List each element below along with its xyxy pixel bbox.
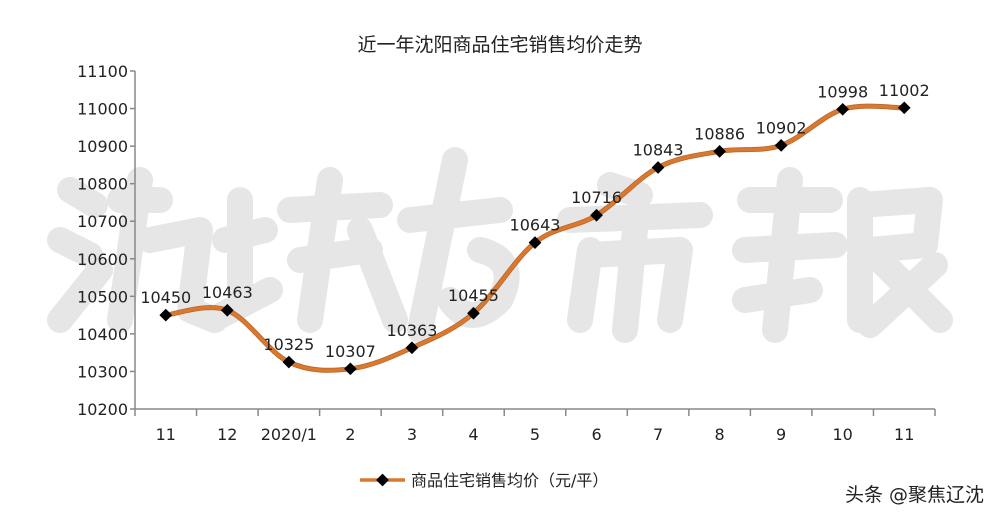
x-tick-label: 3 [407,425,417,444]
y-tick-label: 10400 [77,325,128,344]
x-tick-label: 10 [833,425,853,444]
source-watermark: 头条 @聚焦辽沈 [844,484,984,506]
y-tick-label: 11100 [77,62,128,81]
x-tick-label: 11 [894,425,914,444]
y-tick-label: 11000 [77,100,128,119]
data-point-marker [344,362,357,376]
data-label: 10643 [510,216,561,235]
x-tick-label: 7 [653,425,663,444]
legend-label: 商品住宅销售均价（元/平） [411,471,608,490]
x-tick-label: 8 [715,425,725,444]
logo-watermark-stroke [57,177,108,218]
data-point-marker [159,308,173,322]
data-label: 11002 [879,81,930,100]
logo-watermark-stroke [277,167,408,333]
data-label: 10716 [571,188,622,207]
data-point-marker [836,102,850,116]
logo-watermark [47,147,953,343]
x-tick-label: 6 [591,425,601,444]
logo-watermark-stroke [397,197,513,233]
data-label: 10450 [140,288,191,307]
logo-watermark-stroke [47,227,103,268]
data-point-marker [405,341,419,355]
data-label: 10998 [817,82,868,101]
logo-watermark-stroke [47,257,113,333]
y-tick-label: 10600 [77,250,128,269]
data-point-marker [713,145,726,158]
y-tick-label: 10300 [77,362,128,381]
logo-watermark-stroke [612,217,648,343]
data-point-marker [467,306,480,320]
data-label: 10363 [386,321,437,340]
data-label: 10455 [448,286,499,305]
logo-watermark-stroke [407,147,468,343]
logo-watermark-stroke [107,167,228,333]
x-tick-label: 2020/1 [261,425,317,444]
data-point-marker [220,303,234,317]
logo-watermark-stroke [847,187,943,263]
y-tick-label: 10900 [77,137,128,156]
x-tick-label: 12 [217,425,237,444]
logo-watermark-stroke [857,247,953,338]
y-tick-label: 10200 [77,400,128,419]
data-label: 10902 [756,118,807,137]
x-tick-label: 5 [530,425,540,444]
data-label: 10843 [633,141,684,160]
x-tick-label: 4 [468,425,478,444]
data-label: 10325 [263,335,314,354]
logo-watermark-stroke [732,277,823,313]
y-tick-label: 10500 [77,287,128,306]
y-tick-label: 10800 [77,175,128,194]
y-tick-label: 10700 [77,212,128,231]
data-label: 10886 [694,124,745,143]
data-label: 10463 [202,283,253,302]
x-tick-label: 2 [345,425,355,444]
chart-title: 近一年沈阳商品住宅销售均价走势 [357,34,643,56]
x-tick-label: 11 [156,425,176,444]
data-label: 10307 [325,342,376,361]
logo-watermark-stroke [437,237,520,328]
data-point-marker [282,355,296,369]
legend-marker [376,473,389,487]
x-tick-label: 9 [776,425,786,444]
data-point-marker [897,101,911,115]
